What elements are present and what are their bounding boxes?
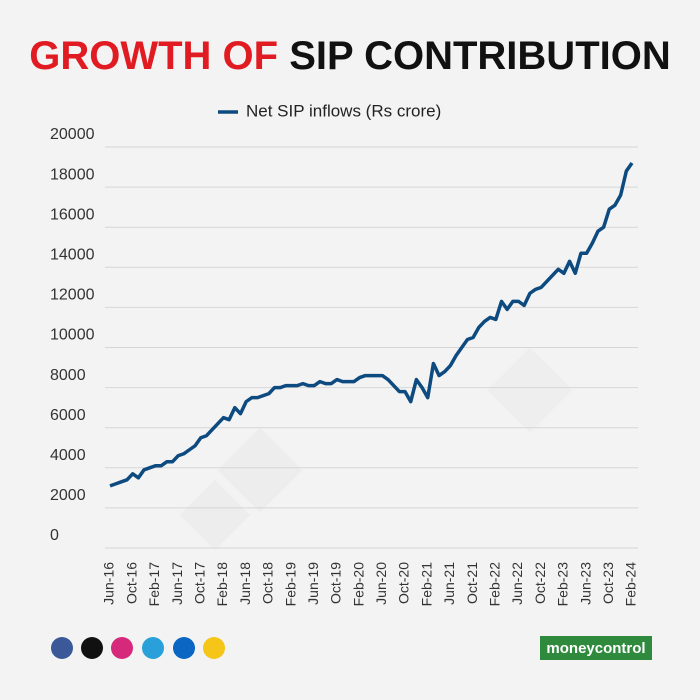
title-part: GROWTH OF bbox=[29, 34, 278, 78]
x-tick-label: Feb-19 bbox=[282, 562, 298, 607]
x-tick-label: Oct-17 bbox=[191, 562, 207, 604]
x-tick-label: Jun-21 bbox=[441, 562, 457, 605]
brand-box bbox=[540, 636, 652, 660]
x-tick-label: Feb-23 bbox=[555, 562, 571, 607]
x-tick-label: Oct-21 bbox=[464, 562, 480, 604]
y-tick-label: 8000 bbox=[50, 367, 86, 384]
y-tick-label: 0 bbox=[50, 527, 59, 544]
y-tick-label: 2000 bbox=[50, 487, 86, 504]
x-tick-label: Feb-24 bbox=[623, 562, 639, 607]
y-tick-label: 20000 bbox=[50, 126, 95, 143]
x-tick-label: Oct-22 bbox=[532, 562, 548, 604]
x-tick-label: Feb-18 bbox=[214, 562, 230, 607]
icon-telegram bbox=[142, 637, 164, 659]
series-line bbox=[109, 162, 634, 488]
x-tick-label: Jun-19 bbox=[305, 562, 321, 605]
x-tick-label: Oct-18 bbox=[260, 562, 276, 604]
y-tick-label: 18000 bbox=[50, 166, 95, 183]
x-tick-label: Jun-17 bbox=[169, 562, 185, 605]
background-pattern bbox=[179, 347, 573, 551]
icon-x bbox=[81, 637, 103, 659]
x-tick-label: Oct-16 bbox=[123, 562, 139, 604]
x-tick-label: Jun-23 bbox=[577, 562, 593, 605]
x-tick-label: Oct-23 bbox=[600, 562, 616, 604]
x-tick-label: Jun-22 bbox=[509, 562, 525, 605]
x-tick-label: Jun-18 bbox=[237, 562, 253, 605]
icon-facebook bbox=[51, 637, 73, 659]
icon-instagram bbox=[111, 637, 133, 659]
x-tick-label: Oct-20 bbox=[396, 562, 412, 604]
title-part: SIP CONTRIBUTION bbox=[289, 34, 671, 78]
icon-linkedin bbox=[173, 637, 195, 659]
y-tick-label: 16000 bbox=[50, 206, 95, 223]
y-tick-label: 12000 bbox=[50, 287, 95, 304]
x-tick-label: Feb-20 bbox=[350, 562, 366, 607]
x-tick-label: Jun-16 bbox=[101, 562, 117, 605]
icon-koo bbox=[203, 637, 225, 659]
x-tick-label: Feb-17 bbox=[146, 562, 162, 607]
brand: moneycontrol bbox=[546, 640, 645, 657]
x-tick-label: Jun-20 bbox=[373, 562, 389, 605]
legend-label: Net SIP inflows (Rs crore) bbox=[246, 101, 441, 120]
chart-title: GROWTH OF SIP CONTRIBUTION bbox=[29, 34, 671, 78]
x-tick-label: Feb-22 bbox=[487, 562, 503, 607]
y-tick-label: 6000 bbox=[50, 407, 86, 424]
y-tick-label: 10000 bbox=[50, 327, 95, 344]
x-tick-label: Oct-19 bbox=[328, 562, 344, 604]
social-icons bbox=[51, 637, 225, 659]
y-tick-label: 4000 bbox=[50, 447, 86, 464]
x-tick-label: Feb-21 bbox=[418, 562, 434, 607]
y-tick-label: 14000 bbox=[50, 247, 95, 264]
